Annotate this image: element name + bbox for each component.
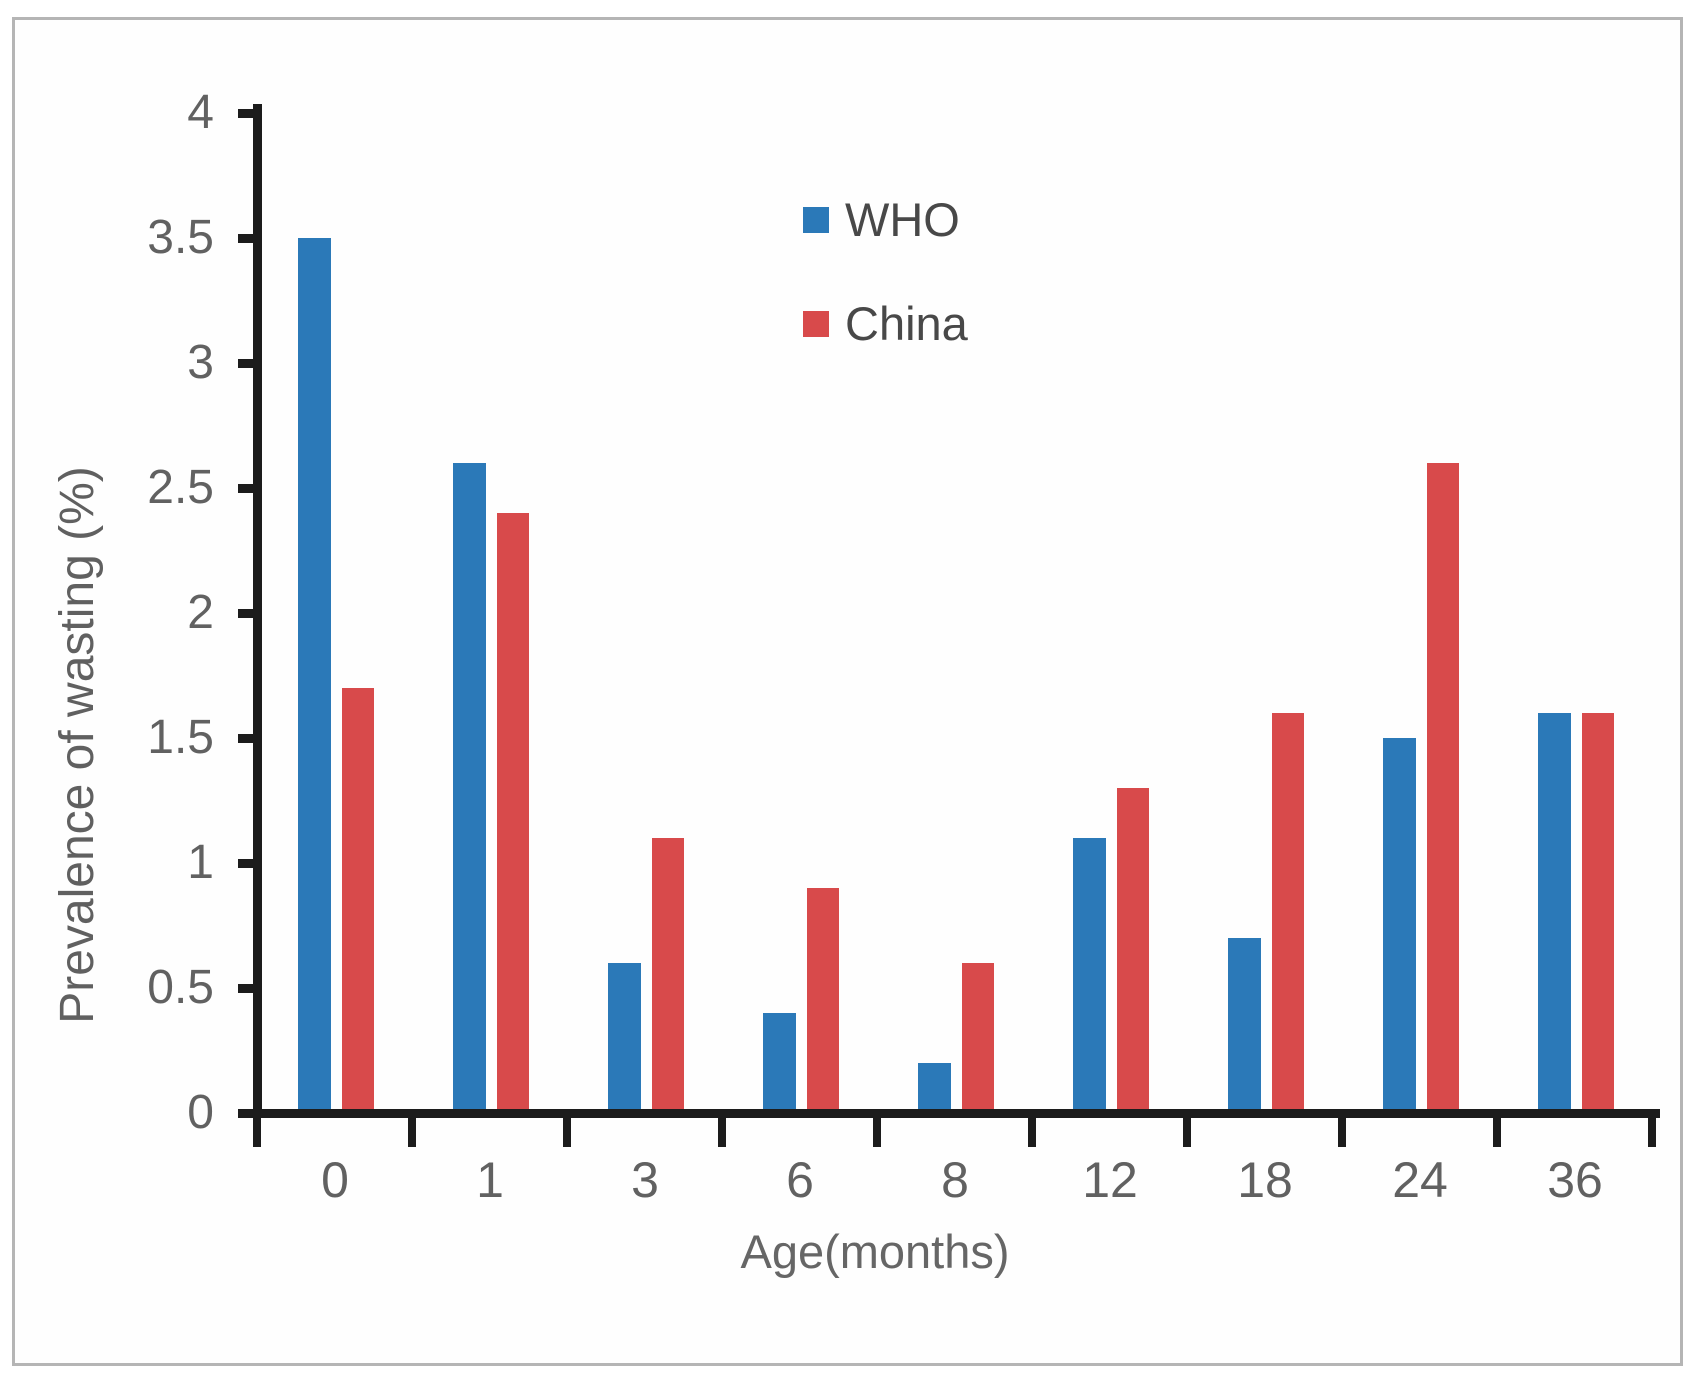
bar-china-1: [497, 513, 529, 1113]
x-axis-tick: [408, 1109, 416, 1147]
legend-label-china: China: [845, 297, 968, 350]
bar-who-3: [608, 963, 641, 1113]
china-series-swatch: [803, 311, 829, 338]
y-tick-label: 3.5: [147, 211, 214, 264]
bar-who-0: [298, 238, 331, 1113]
y-axis-tick: [238, 484, 258, 493]
x-axis-tick: [1183, 1109, 1191, 1147]
bar-who-24: [1383, 738, 1416, 1113]
x-tick-label: 18: [1237, 1152, 1293, 1208]
bar-china-12: [1117, 788, 1149, 1113]
bar-who-6: [763, 1013, 796, 1113]
x-tick-label: 1: [476, 1152, 504, 1208]
x-axis-tick: [873, 1109, 881, 1147]
x-tick-label: 12: [1082, 1152, 1138, 1208]
y-tick-label: 2: [187, 586, 214, 639]
y-tick-label: 1.5: [147, 711, 214, 764]
who-series-swatch: [803, 207, 829, 234]
bar-who-1: [453, 463, 486, 1113]
y-axis-tick: [238, 859, 258, 868]
x-axis-tick: [718, 1109, 726, 1147]
y-axis-tick: [238, 234, 258, 243]
y-axis-tick: [238, 609, 258, 618]
y-axis-tick: [238, 109, 258, 118]
bar-china-0: [342, 688, 374, 1113]
y-axis-tick: [238, 359, 258, 368]
x-axis-tick: [253, 1109, 261, 1147]
y-axis-tick: [238, 984, 258, 993]
x-tick-label: 24: [1392, 1152, 1448, 1208]
y-tick-label: 2.5: [147, 461, 214, 514]
x-tick-label: 3: [631, 1152, 659, 1208]
bar-who-8: [918, 1063, 951, 1113]
y-axis-title: Prevalence of wasting (%): [51, 466, 104, 1024]
bar-who-36: [1538, 713, 1571, 1113]
legend-item-china: China: [803, 297, 968, 351]
bar-china-3: [652, 838, 684, 1113]
y-axis-tick: [238, 1109, 258, 1118]
bar-china-18: [1272, 713, 1304, 1113]
y-tick-label: 3: [187, 336, 214, 389]
x-axis-line: [253, 1109, 1660, 1118]
x-tick-label: 36: [1547, 1152, 1603, 1208]
x-tick-label: 6: [786, 1152, 814, 1208]
bar-china-24: [1427, 463, 1459, 1113]
x-axis-tick: [1493, 1109, 1501, 1147]
bar-who-12: [1073, 838, 1106, 1113]
x-tick-label: 8: [941, 1152, 969, 1208]
y-tick-label: 1: [187, 836, 214, 889]
bar-china-36: [1582, 713, 1614, 1113]
x-tick-label: 0: [321, 1152, 349, 1208]
x-axis-title: Age(months): [740, 1225, 1010, 1278]
y-axis-tick: [238, 734, 258, 743]
figure-border: [12, 17, 1683, 1366]
legend-label-who: WHO: [845, 193, 960, 246]
legend-item-who: WHO: [803, 193, 960, 247]
x-axis-tick: [1648, 1109, 1656, 1147]
y-tick-label: 4: [187, 86, 214, 139]
bar-who-18: [1228, 938, 1261, 1113]
bar-china-8: [962, 963, 994, 1113]
bar-china-6: [807, 888, 839, 1113]
y-tick-label: 0.5: [147, 961, 214, 1014]
y-tick-label: 0: [187, 1086, 214, 1139]
x-axis-tick: [563, 1109, 571, 1147]
x-axis-tick: [1028, 1109, 1036, 1147]
x-axis-tick: [1338, 1109, 1346, 1147]
